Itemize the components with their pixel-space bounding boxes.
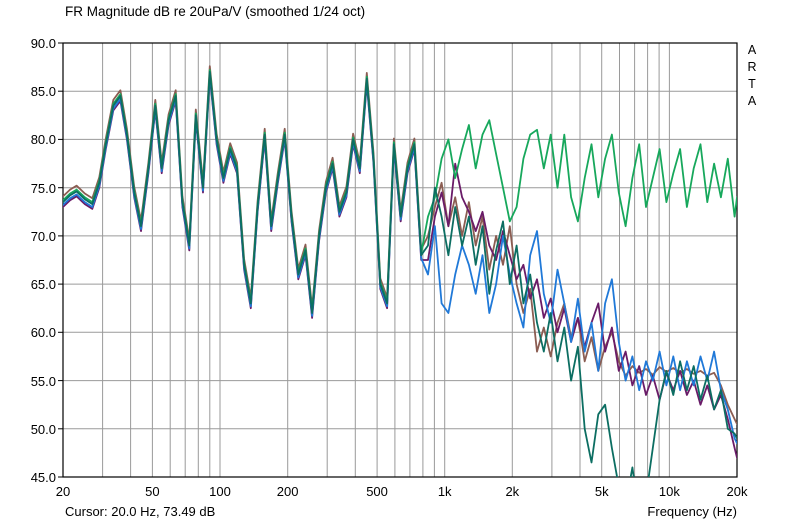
y-axis-label: 80.0 — [30, 132, 56, 148]
y-axis-label: 65.0 — [30, 277, 56, 293]
blue-trace — [63, 73, 737, 445]
purple-trace — [63, 75, 737, 459]
x-axis-label: 1k — [437, 484, 452, 499]
y-axis-label: 50.0 — [30, 421, 56, 437]
y-axis-label: 70.0 — [30, 228, 56, 244]
y-axis-label: 60.0 — [30, 325, 56, 341]
arta-watermark: ARTA — [745, 43, 759, 111]
x-axis-label: 10k — [658, 484, 680, 499]
y-axis-label: 90.0 — [30, 36, 56, 51]
y-axis-label: 45.0 — [30, 470, 56, 485]
x-axis-label: 20k — [726, 484, 748, 499]
cursor-readout: Cursor: 20.0 Hz, 73.49 dB — [65, 504, 216, 519]
y-axis-label: 85.0 — [30, 84, 56, 100]
y-axis-label: 55.0 — [30, 373, 56, 389]
plot-border — [62, 42, 738, 478]
frequency-axis-label: Frequency (Hz) — [647, 504, 737, 519]
x-axis-label: 100 — [209, 484, 231, 499]
x-axis-label: 200 — [276, 484, 299, 499]
x-axis-label: 20 — [55, 484, 71, 499]
x-axis-label: 2k — [505, 484, 520, 499]
x-axis-label: 50 — [145, 484, 160, 499]
x-axis-label: 5k — [594, 484, 609, 499]
chart-title: FR Magnitude dB re 20uPa/V (smoothed 1/2… — [65, 4, 366, 19]
teal-trace — [63, 71, 737, 477]
green-trace — [63, 69, 737, 313]
x-axis-label: 500 — [366, 484, 388, 499]
y-axis-label: 75.0 — [30, 180, 56, 196]
